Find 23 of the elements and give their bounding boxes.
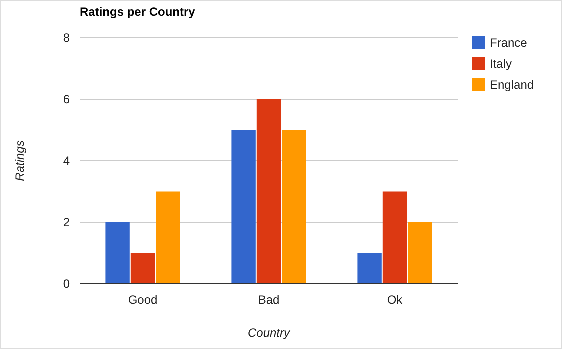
x-tick-label: Bad — [258, 293, 280, 307]
y-tick-label: 0 — [63, 277, 70, 292]
chart-title: Ratings per Country — [80, 5, 196, 19]
y-tick-label: 8 — [63, 31, 70, 46]
bar — [408, 222, 432, 284]
y-axis-title: Ratings — [13, 140, 27, 182]
x-tick-label: Ok — [387, 293, 404, 307]
bar — [130, 253, 156, 284]
y-tick-label: 2 — [63, 216, 70, 230]
legend-label: France — [490, 36, 528, 50]
y-tick-label: 6 — [63, 92, 70, 107]
bar — [382, 192, 408, 284]
bar — [156, 192, 180, 284]
x-axis-title: Country — [248, 326, 291, 340]
bar — [358, 253, 382, 284]
bar — [232, 130, 256, 284]
legend-label: Italy — [490, 57, 512, 71]
bar — [282, 130, 306, 284]
x-tick-label: Good — [128, 293, 158, 307]
legend-label: England — [490, 78, 534, 92]
bar — [106, 222, 130, 284]
y-tick-label: 4 — [63, 154, 70, 168]
bar — [256, 100, 282, 284]
